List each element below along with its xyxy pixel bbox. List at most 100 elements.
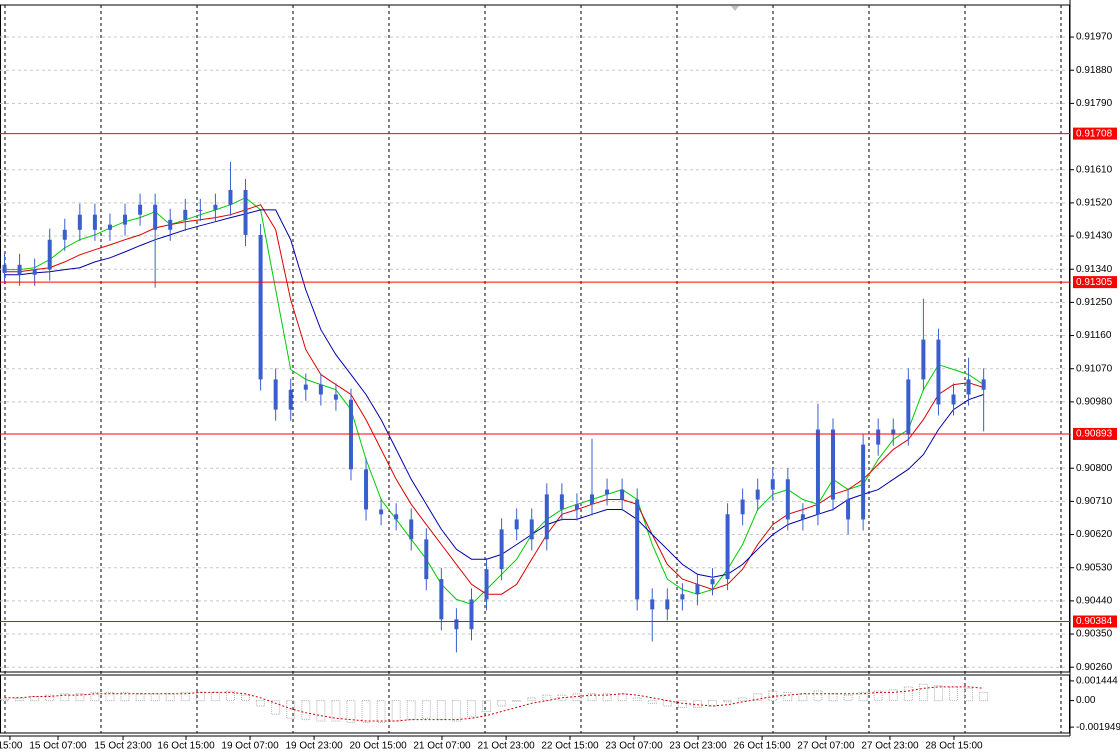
price-level-tag: 0.91708: [1073, 127, 1117, 140]
oscillator-bar: [271, 700, 281, 715]
signal-line: [4, 686, 984, 722]
candle-body: [47, 239, 52, 270]
candle-body: [333, 394, 338, 400]
oscillator-bar: [301, 700, 311, 721]
price-level-label: 0.91708: [1076, 128, 1113, 139]
candle-body: [635, 499, 640, 600]
oscillator-bar: [451, 700, 461, 722]
x-tick-label: 20 Oct 15:00: [349, 741, 407, 752]
x-tick-label: 21 Oct 23:00: [477, 741, 535, 752]
oscillator-bar: [753, 693, 763, 702]
candle-body: [348, 399, 353, 470]
candle-body: [680, 594, 685, 600]
oscillator-bar: [843, 694, 853, 702]
oscillator-bar: [376, 700, 386, 723]
candle-body: [228, 189, 233, 205]
oscillator-bar: [557, 694, 567, 702]
moving-average: [4, 209, 984, 578]
y-tick-label: 0.90710: [1076, 496, 1113, 507]
oscillator-bar: [632, 697, 642, 702]
oscillator-bar: [316, 700, 326, 722]
x-tick-label: 15:00: [0, 741, 23, 752]
oscillator-bar: [497, 700, 507, 707]
candle-body: [770, 479, 775, 490]
candle-body: [514, 519, 519, 530]
candle-body: [876, 429, 881, 445]
candle-body: [605, 489, 610, 495]
oscillator-bar: [873, 690, 883, 702]
candle-body: [168, 219, 173, 230]
oscillator-bar: [30, 695, 40, 702]
y-tick-label: 0.91520: [1076, 198, 1113, 209]
candle-body: [183, 209, 188, 220]
oscillator-bar: [602, 693, 612, 702]
candle-body: [107, 224, 112, 230]
y-tick-label: -0.001949: [1076, 722, 1120, 733]
y-tick-label: 0.90260: [1076, 662, 1113, 673]
oscillator-bar: [421, 700, 431, 719]
y-tick-label: 0.91340: [1076, 264, 1113, 275]
x-tick-label: 27 Oct 23:00: [861, 741, 919, 752]
candle-body: [2, 264, 7, 273]
price-level-box: [1073, 615, 1117, 628]
candle-body: [77, 214, 82, 230]
candle-body: [921, 339, 926, 380]
y-tick-label: 0.91970: [1076, 32, 1113, 43]
price-level-box: [1073, 276, 1117, 289]
oscillator-bar: [738, 697, 748, 702]
candle-body: [138, 204, 143, 215]
candle-body: [258, 234, 263, 380]
price-level-label: 0.90893: [1076, 429, 1113, 440]
candle-body: [273, 379, 278, 410]
candle-body: [710, 579, 715, 585]
oscillator-bar: [241, 694, 251, 702]
moving-average: [4, 197, 984, 605]
price-level-label: 0.91305: [1076, 277, 1113, 288]
y-tick-label: 0.91250: [1076, 297, 1113, 308]
x-tick-label: 22 Oct 15:00: [541, 741, 599, 752]
oscillator-bar: [482, 700, 492, 712]
y-tick-label: 0.90800: [1076, 463, 1113, 474]
candle-body: [906, 379, 911, 435]
candle-body: [92, 214, 97, 230]
oscillator-bar: [677, 700, 687, 708]
x-tick-label: 16 Oct 15:00: [157, 741, 215, 752]
oscillator-bar: [105, 691, 115, 702]
oscillator-bar: [527, 697, 537, 702]
oscillator-bar: [542, 694, 552, 702]
oscillator-bar: [979, 691, 989, 702]
price-level-tag: 0.90893: [1073, 427, 1117, 440]
oscillator-bar: [813, 690, 823, 702]
oscillator-bar: [964, 687, 974, 702]
candle-body: [303, 384, 308, 390]
candle-body: [966, 379, 971, 395]
x-tick-label: 23 Oct 07:00: [605, 741, 663, 752]
oscillator-bar: [888, 689, 898, 702]
candle-body: [589, 494, 594, 505]
candle-body: [620, 489, 625, 500]
x-tick-label: 26 Oct 15:00: [733, 741, 791, 752]
candle-body: [831, 429, 836, 500]
candle-body: [379, 509, 384, 515]
y-tick-label: 0.90350: [1076, 629, 1113, 640]
oscillator-bar: [346, 700, 356, 723]
candle-body: [318, 384, 323, 395]
candle-body: [559, 494, 564, 510]
x-tick-label: 28 Oct 15:00: [925, 741, 983, 752]
candle-body: [364, 469, 369, 510]
x-tick-label: 19 Oct 23:00: [285, 741, 343, 752]
oscillator-bar: [120, 691, 130, 702]
candle-body: [529, 519, 534, 540]
oscillator-bar: [572, 693, 582, 702]
candle-body: [665, 599, 670, 610]
oscillator-bar: [45, 694, 55, 702]
oscillator-bar: [436, 700, 446, 721]
oscillator-bar: [587, 693, 597, 702]
oscillator-bar: [180, 691, 190, 702]
oscillator-bar: [150, 693, 160, 702]
candle-body: [62, 229, 67, 240]
candle-body: [123, 214, 128, 225]
oscillator-bar: [798, 693, 808, 702]
candle-body: [424, 539, 429, 580]
price-level-label: 0.90384: [1076, 616, 1113, 627]
